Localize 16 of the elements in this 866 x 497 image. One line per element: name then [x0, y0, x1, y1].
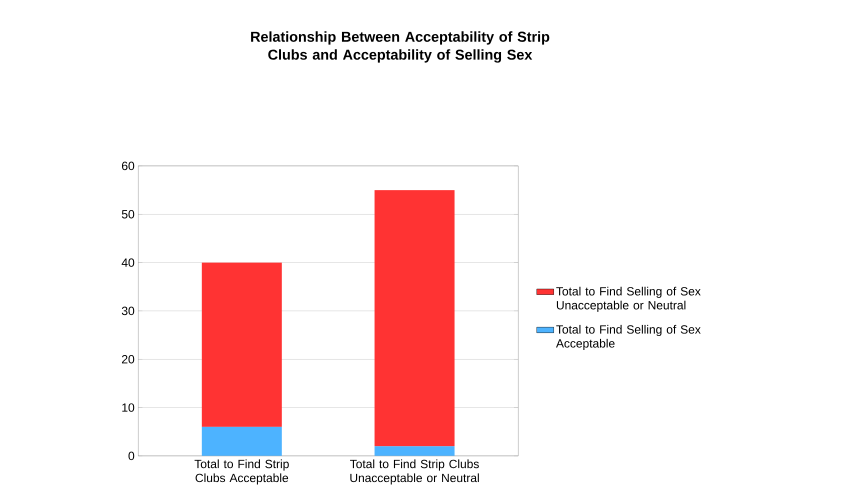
legend-label: Total to Find Selling of Sex Unacceptable or Neutral	[556, 286, 701, 312]
bar	[202, 262, 282, 427]
y-tick-label: 60	[122, 162, 134, 170]
y-tick-label: 50	[122, 210, 134, 218]
y-tick-label: 20	[122, 355, 134, 364]
x-tick-label: Total to Find Strip Clubs Unacceptable or Neutral	[350, 459, 479, 485]
legend-label: Total to Find Selling of Sex Acceptable	[556, 324, 701, 350]
bar	[202, 426, 282, 456]
y-tick-label: 10	[122, 403, 134, 412]
bar	[374, 190, 455, 446]
y-tick-label: 30	[122, 306, 134, 316]
y-tick-label: 40	[122, 258, 134, 267]
bar	[374, 446, 455, 456]
y-tick-label: 0	[128, 452, 134, 460]
chart-title: Relationship Between Acceptability of Strip Clubs and Acceptability of Selling Sex	[251, 31, 550, 63]
x-tick-label: Total to Find Strip Clubs Acceptable	[194, 459, 289, 485]
